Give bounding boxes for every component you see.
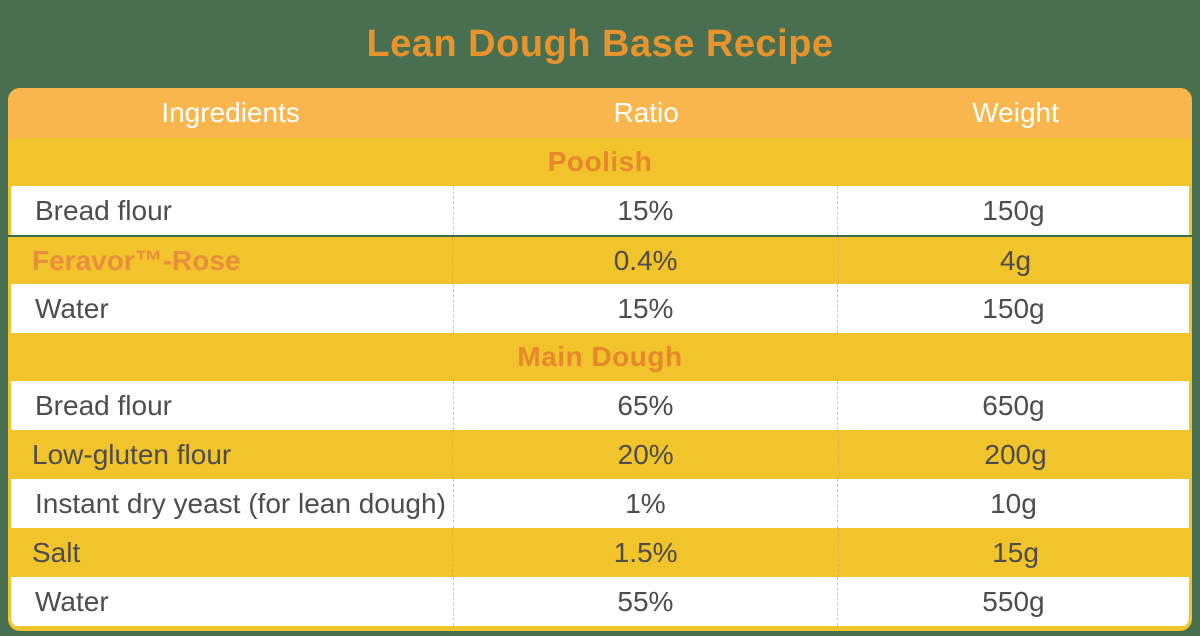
ratio-cell: 55% (454, 577, 838, 626)
table-row-bread-flour: Bread flour 15% 150g (8, 186, 1192, 235)
section-row-poolish: Poolish (8, 138, 1192, 186)
ratio-cell: 65% (454, 381, 838, 430)
table-row-instant-dry-yeast-for-lean-dough: Instant dry yeast (for lean dough) 1% 10g (8, 479, 1192, 528)
weight-cell: 550g (982, 585, 1045, 617)
ingredient-cell: Low-gluten flour (8, 430, 454, 479)
weight-cell: 4g (999, 244, 1032, 276)
header-cell-weight: Weight (972, 97, 1059, 128)
ratio-cell: 0.4% (453, 237, 840, 284)
ingredient-cell: Bread flour (11, 186, 454, 235)
weight-cell: 150g (982, 292, 1045, 324)
ingredient-cell: Water (11, 284, 454, 333)
ingredient-cell: Salt (8, 528, 454, 577)
header-cell-ratio: Ratio (613, 97, 679, 128)
ratio-cell: 1% (454, 479, 838, 528)
ratio-cell: 15% (454, 284, 838, 333)
table-body: Poolish Bread flour 15% 150g Feravor™-Rose 0.… (8, 138, 1192, 626)
title-bar: Lean Dough Base Recipe (0, 0, 1200, 88)
ratio-cell: 20% (453, 430, 840, 479)
table-row-feravor-rose: Feravor™-Rose 0.4% 4g (8, 235, 1192, 284)
weight-cell: 150g (982, 194, 1045, 226)
table-row-low-gluten-flour: Low-gluten flour 20% 200g (8, 430, 1192, 479)
ratio-cell: 1.5% (453, 528, 840, 577)
table-row-salt: Salt 1.5% 15g (8, 528, 1192, 577)
table-row-water: Water 15% 150g (8, 284, 1192, 333)
ingredient-cell: Bread flour (11, 381, 454, 430)
page-title: Lean Dough Base Recipe (366, 22, 834, 65)
weight-cell: 10g (990, 487, 1037, 519)
weight-cell: 15g (992, 536, 1039, 568)
section-row-main-dough: Main Dough (8, 333, 1192, 381)
recipe-table: Ingredients Ratio Weight Poolish Bread flou… (8, 88, 1192, 631)
weight-cell: 650g (982, 389, 1045, 421)
ingredient-cell: Water (11, 577, 454, 626)
weight-cell: 200g (984, 438, 1047, 470)
ratio-cell: 15% (454, 186, 838, 235)
ingredient-cell: Instant dry yeast (for lean dough) (11, 479, 454, 528)
table-row-bread-flour: Bread flour 65% 650g (8, 381, 1192, 430)
ingredient-cell: Feravor™-Rose (8, 237, 454, 284)
table-header-row: Ingredients Ratio Weight (8, 88, 1192, 138)
table-row-water: Water 55% 550g (8, 577, 1192, 626)
header-cell-ingredients: Ingredients (161, 97, 300, 128)
